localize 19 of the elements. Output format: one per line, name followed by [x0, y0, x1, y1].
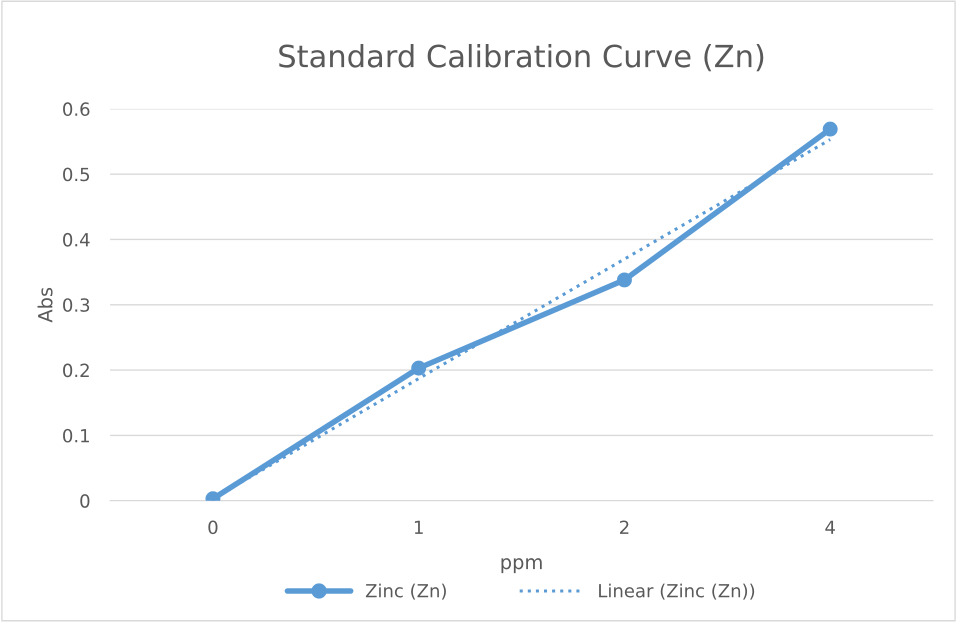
x-tick-label: 4 [825, 520, 835, 534]
chart-title: Standard Calibration Curve (Zn) [279, 44, 764, 72]
y-tick-label: 0.6 [63, 102, 90, 116]
y-tick-label: 0 [80, 494, 90, 508]
legend-label: Linear (Zinc (Zn)) [599, 584, 754, 600]
x-axis-title: ppm [502, 558, 542, 574]
x-tick-label: 2 [620, 520, 628, 534]
point [822, 122, 838, 137]
y-tick-label: 0.2 [63, 364, 89, 378]
y-tick-label: 0.4 [63, 232, 90, 247]
legend-label: Zinc (Zn) [366, 584, 446, 600]
y-tick-label: 0.1 [63, 428, 89, 443]
x-tick-label: 0 [208, 520, 218, 534]
point [411, 360, 426, 376]
y-tick-label: 0.5 [63, 168, 90, 182]
y-axis-title: Abs [38, 288, 53, 323]
x-tick-label: 1 [414, 520, 423, 534]
y-tick-label: 0.3 [63, 298, 90, 312]
point [616, 272, 632, 288]
